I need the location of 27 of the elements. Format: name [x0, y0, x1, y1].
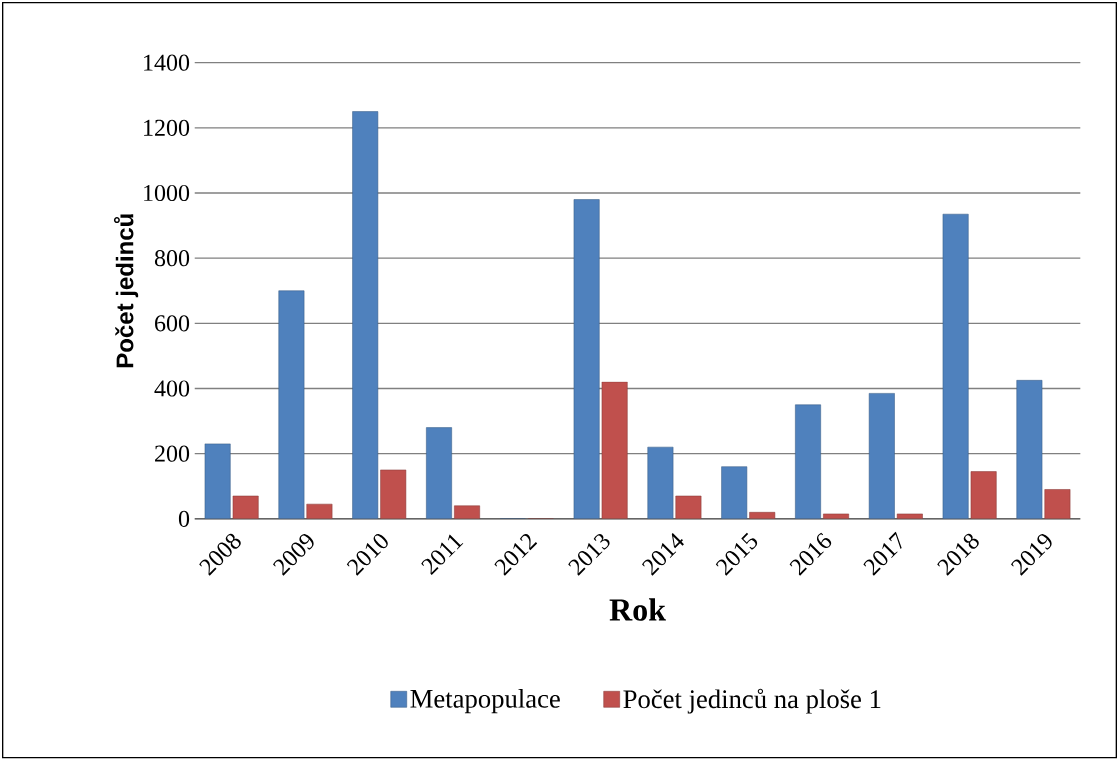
y-tick-label: 200	[155, 445, 190, 462]
bar	[721, 466, 748, 519]
y-tick-label: 1200	[144, 119, 190, 136]
bar	[795, 404, 821, 519]
bar	[1044, 489, 1071, 519]
bar	[868, 393, 895, 519]
bar	[278, 290, 305, 519]
legend-label: Metapopulace	[410, 688, 560, 714]
y-tick-label: 0	[178, 510, 190, 527]
bar	[1016, 379, 1043, 519]
bar	[601, 381, 628, 519]
x-axis-title: Rok	[609, 598, 666, 621]
bar	[970, 471, 997, 519]
bar	[426, 427, 452, 519]
bar	[942, 213, 969, 519]
y-tick-label: 800	[154, 249, 190, 267]
y-tick-label: 600	[155, 315, 190, 332]
legend-label: Počet jedinců na ploše 1	[623, 688, 881, 714]
y-axis-title: Počet jedinců	[113, 214, 139, 368]
y-tick-label: 400	[154, 380, 190, 397]
y-tick-label: 1400	[144, 54, 190, 71]
bar	[380, 469, 407, 519]
bar	[647, 446, 674, 519]
bar	[573, 199, 600, 519]
bar	[352, 111, 379, 519]
bar	[204, 443, 231, 519]
y-tick-label: 1000	[144, 184, 190, 201]
